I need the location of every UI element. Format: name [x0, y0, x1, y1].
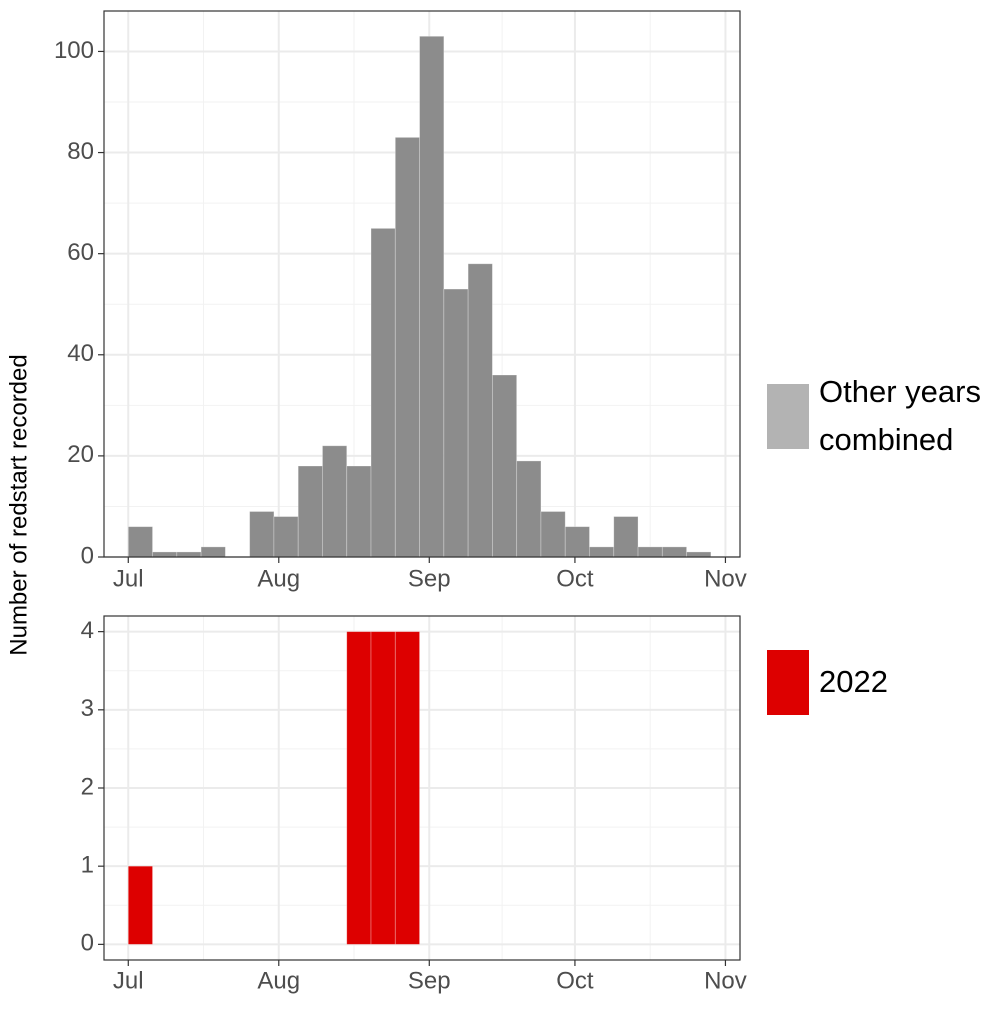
- x-tick-label: Sep: [408, 967, 451, 994]
- histogram-bar: [637, 546, 663, 558]
- histogram-bar: [443, 288, 469, 558]
- histogram-bar: [273, 516, 299, 558]
- histogram-bar: [370, 227, 396, 558]
- histogram-bar: [394, 136, 420, 558]
- histogram-bar: [613, 516, 639, 558]
- y-tick-label: 4: [81, 617, 94, 644]
- histogram-bar: [176, 551, 202, 558]
- legend-swatch: [767, 384, 809, 449]
- x-tick-label: Nov: [704, 565, 747, 592]
- histogram-bar: [127, 526, 153, 558]
- y-tick-label: 80: [67, 138, 94, 165]
- histogram-bar: [297, 465, 323, 558]
- histogram-bar: [516, 460, 542, 558]
- x-tick-label: Nov: [704, 967, 747, 994]
- histogram-bar: [589, 546, 615, 558]
- y-tick-label: 1: [81, 852, 94, 879]
- x-tick-label: Oct: [556, 967, 594, 994]
- y-axis-title: Number of redstart recorded: [5, 354, 32, 655]
- histogram-bar: [127, 865, 153, 945]
- histogram-bar: [394, 631, 420, 945]
- y-tick-label: 0: [81, 542, 94, 569]
- legend-label: Other years: [819, 374, 981, 409]
- histogram-bar: [346, 631, 372, 945]
- histogram-bar: [686, 551, 712, 558]
- legend-swatch: [767, 650, 809, 715]
- x-tick-label: Aug: [257, 967, 300, 994]
- histogram-bar: [346, 465, 372, 558]
- y-tick-label: 40: [67, 340, 94, 367]
- x-tick-label: Oct: [556, 565, 594, 592]
- x-tick-label: Aug: [257, 565, 300, 592]
- histogram-bar: [467, 263, 493, 558]
- y-tick-label: 60: [67, 239, 94, 266]
- x-tick-label: Jul: [113, 565, 144, 592]
- y-tick-label: 3: [81, 695, 94, 722]
- y-tick-label: 2: [81, 773, 94, 800]
- x-tick-label: Jul: [113, 967, 144, 994]
- legend-label: combined: [819, 422, 953, 457]
- histogram-bar: [564, 526, 590, 558]
- histogram-bar: [491, 374, 518, 558]
- y-tick-label: 20: [67, 441, 94, 468]
- histogram-bar: [322, 445, 348, 558]
- histogram-bar: [661, 546, 687, 558]
- histogram-bar: [152, 551, 178, 558]
- y-tick-label: 100: [54, 37, 94, 64]
- legend-label: 2022: [819, 664, 888, 699]
- chart-panel-2: Jul Aug Sep Oct Nov 0 1 2 3 4 2022: [81, 615, 888, 994]
- histogram-bar: [200, 546, 226, 558]
- histogram-bar: [249, 511, 275, 558]
- chart-panel-1: Jul Aug Sep Oct Nov 0 20 40 60 80 100 Other years co…: [54, 10, 981, 592]
- histogram-bar: [370, 631, 396, 945]
- histogram-bar: [419, 35, 445, 558]
- y-tick-label: 0: [81, 930, 94, 957]
- x-tick-label: Sep: [408, 565, 451, 592]
- histogram-bar: [540, 511, 566, 558]
- panel-border: [103, 10, 741, 558]
